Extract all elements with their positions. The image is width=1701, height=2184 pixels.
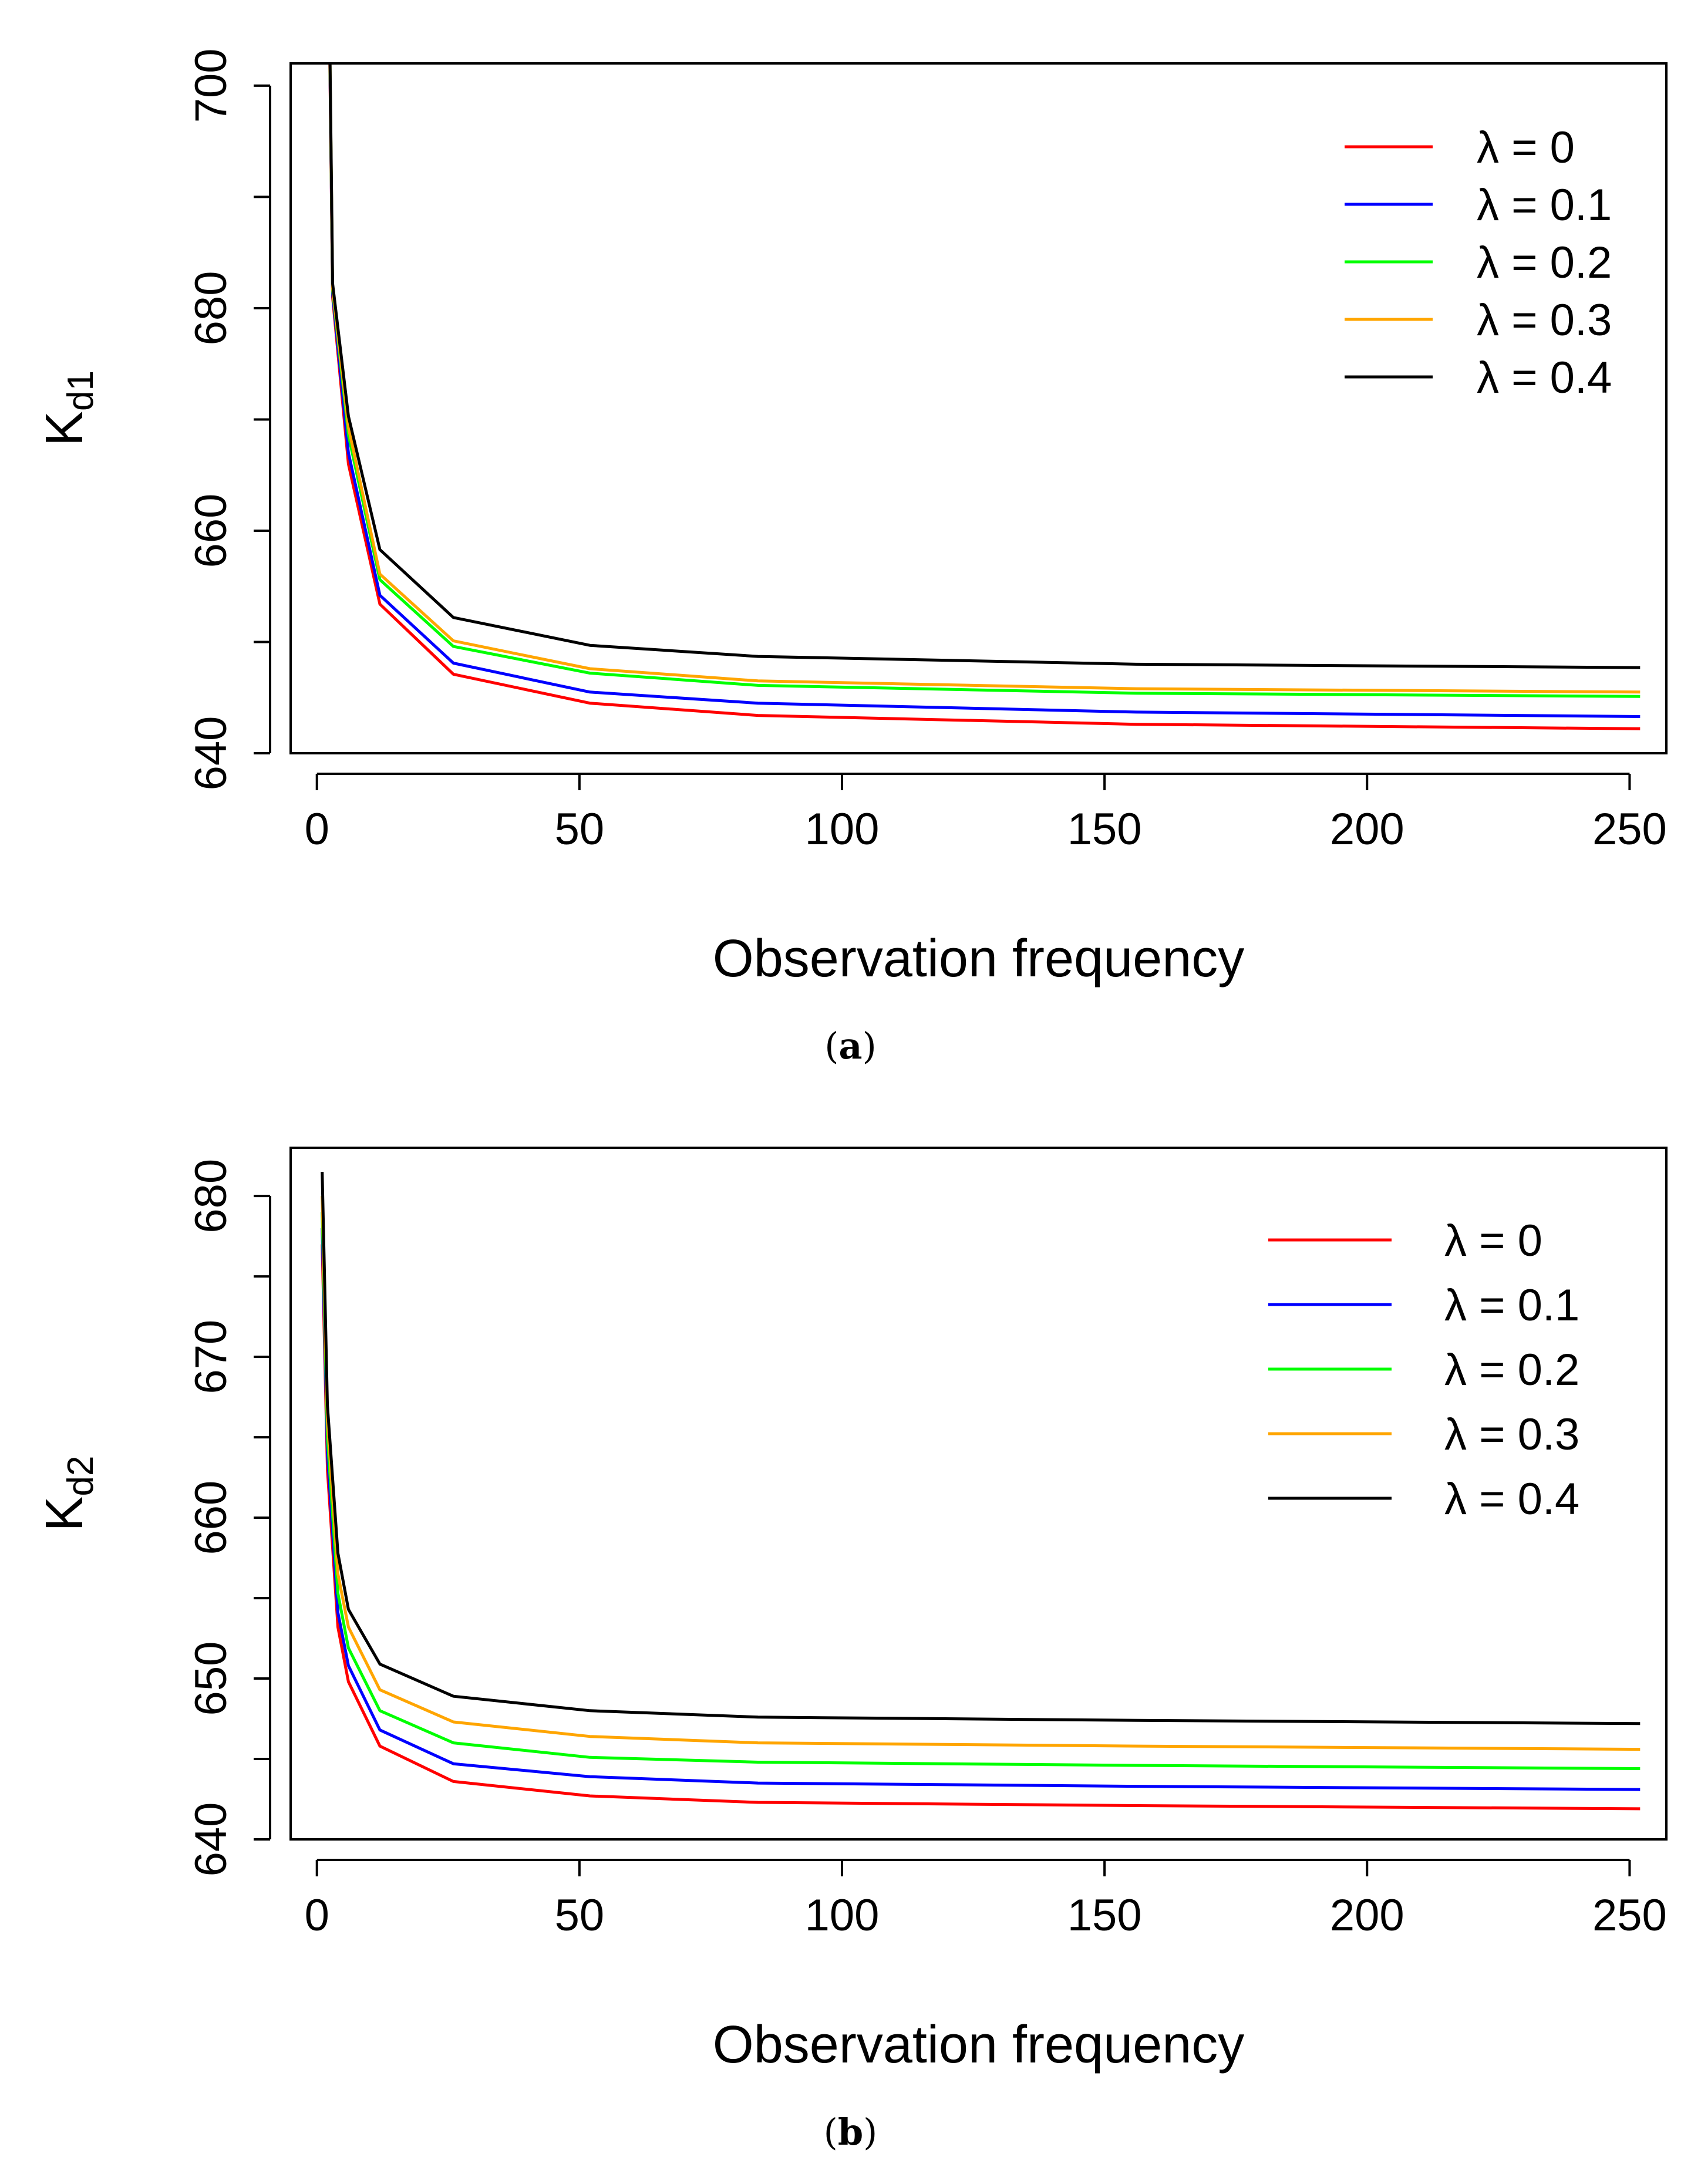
y-axis-label-subscript: d1	[60, 370, 101, 411]
y-tick-label: 700	[186, 48, 236, 123]
panel-caption-b: (b)	[823, 2111, 878, 2153]
series-line-1	[321, 1228, 1641, 1791]
x-tick-label: 50	[555, 1890, 605, 1940]
series-line-4	[328, 63, 1641, 669]
y-tick-label: 680	[186, 1159, 236, 1233]
plot-frame	[289, 1147, 1668, 1841]
series-line-0	[321, 1244, 1641, 1811]
y-tick-label: 680	[186, 271, 236, 346]
x-tick-label: 150	[1067, 804, 1142, 854]
x-axis-label: Observation frequency	[713, 929, 1245, 988]
x-tick-label: 200	[1330, 1890, 1404, 1940]
y-tick-label: 640	[186, 716, 236, 791]
y-tick-label: 660	[186, 494, 236, 568]
x-tick-label: 0	[305, 804, 329, 854]
y-tick-label: 640	[186, 1802, 236, 1877]
series-line-3	[321, 1196, 1641, 1751]
y-tick-label: 670	[186, 1320, 236, 1394]
y-axis-label-main: K	[35, 411, 94, 446]
legend-label-1: λ = 0.1	[1477, 180, 1612, 230]
x-tick-label: 50	[555, 804, 605, 854]
legend-label-4: λ = 0.4	[1477, 353, 1612, 403]
legend-label-3: λ = 0.3	[1477, 295, 1612, 345]
legend-label-3: λ = 0.3	[1444, 1410, 1579, 1460]
x-tick-label: 150	[1067, 1890, 1142, 1940]
plot-frame	[289, 62, 1668, 754]
x-axis-label: Observation frequency	[713, 2016, 1245, 2074]
y-axis-label-subscript: d2	[60, 1456, 101, 1497]
x-tick-label: 250	[1592, 804, 1667, 854]
series-line-0	[328, 63, 1641, 730]
legend-label-4: λ = 0.4	[1444, 1474, 1579, 1524]
series-line-4	[321, 1172, 1641, 1725]
series-line-2	[328, 63, 1641, 698]
y-axis-label: Kd2	[35, 1456, 101, 1532]
panel-caption-a: (a)	[824, 1024, 877, 1067]
chart-panel-a: 0 50 100 150 200 250 Observation frequency 640 6…	[35, 48, 1668, 988]
series-line-3	[328, 63, 1641, 694]
series-line-1	[328, 63, 1641, 718]
chart-panel-b: 0 50 100 150 200 250 Observation frequency 640 6…	[35, 1147, 1668, 2074]
x-tick-label: 250	[1592, 1890, 1667, 1940]
x-tick-label: 100	[805, 804, 880, 854]
y-axis-label-main: K	[35, 1496, 94, 1531]
y-axis-label: Kd1	[35, 370, 101, 446]
x-tick-label: 200	[1330, 804, 1404, 854]
legend-label-0: λ = 0	[1477, 123, 1575, 173]
legend-label-2: λ = 0.2	[1444, 1345, 1579, 1395]
y-tick-label: 650	[186, 1642, 236, 1716]
legend-label-2: λ = 0.2	[1477, 238, 1612, 288]
y-tick-label: 660	[186, 1481, 236, 1555]
legend-label-1: λ = 0.1	[1444, 1280, 1579, 1330]
series-line-2	[321, 1212, 1641, 1770]
x-tick-label: 0	[305, 1890, 329, 1940]
legend-label-0: λ = 0	[1444, 1216, 1542, 1266]
x-tick-label: 100	[805, 1890, 880, 1940]
